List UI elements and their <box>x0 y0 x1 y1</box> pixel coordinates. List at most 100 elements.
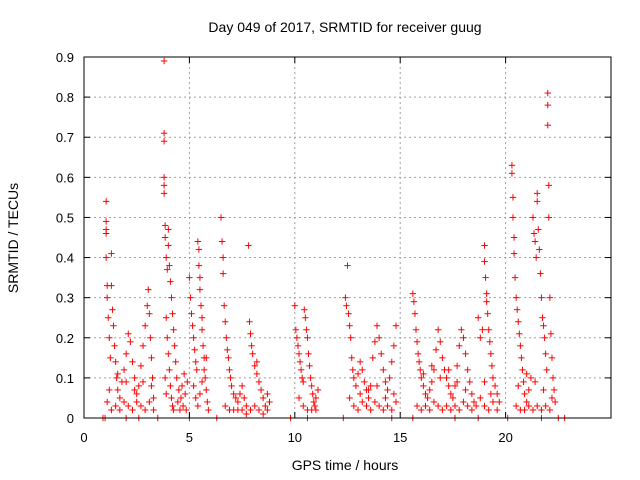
data-point <box>550 386 558 394</box>
data-point <box>194 402 202 410</box>
data-point <box>187 294 194 301</box>
data-point <box>112 358 119 366</box>
data-point <box>535 226 542 233</box>
y-tick-label: 0.4 <box>56 251 74 266</box>
data-point <box>548 394 556 402</box>
data-point <box>531 238 539 245</box>
data-point <box>544 101 551 109</box>
data-point <box>538 294 545 301</box>
data-point <box>225 354 232 362</box>
data-point <box>169 402 176 410</box>
data-point <box>488 362 496 370</box>
data-point <box>456 406 463 414</box>
axis-ticks: 0 0.1 0.2 0.3 0.4 0.5 0.6 0.7 0.8 0.9 0 5 10 15 20 <box>56 50 611 445</box>
data-point <box>160 182 168 189</box>
data-point <box>420 382 427 390</box>
data-point <box>409 290 417 297</box>
data-point <box>521 390 528 398</box>
data-point <box>264 406 271 414</box>
data-point <box>466 378 473 386</box>
data-point <box>382 394 389 402</box>
data-point <box>468 390 476 398</box>
data-point <box>166 366 173 374</box>
data-point <box>415 358 423 366</box>
data-point <box>378 350 385 358</box>
data-point <box>352 382 360 390</box>
data-point <box>149 374 156 382</box>
data-point <box>197 302 205 309</box>
data-point <box>167 278 174 285</box>
data-point <box>163 254 170 261</box>
data-point <box>243 410 250 418</box>
data-point <box>139 378 147 386</box>
data-point <box>449 394 457 402</box>
data-point <box>177 394 185 402</box>
data-point <box>102 198 110 205</box>
data-point <box>198 314 206 321</box>
data-point <box>342 294 349 301</box>
data-point <box>164 334 171 341</box>
data-point <box>190 382 197 390</box>
data-point <box>413 402 421 410</box>
x-axis-label: GPS time / hours <box>292 457 399 473</box>
data-point <box>523 370 530 378</box>
data-point <box>309 390 316 398</box>
data-point <box>437 374 444 382</box>
data-point <box>251 402 258 410</box>
data-point <box>241 394 248 402</box>
data-point <box>512 294 520 301</box>
data-point <box>375 334 383 341</box>
y-tick-label: 0.1 <box>56 371 74 386</box>
data-point <box>422 402 429 410</box>
data-point <box>520 378 527 386</box>
data-point <box>296 358 304 366</box>
data-point <box>512 402 520 410</box>
grid <box>84 57 611 418</box>
data-point <box>430 366 438 374</box>
data-point <box>453 362 461 370</box>
data-point <box>347 334 354 341</box>
data-point <box>521 406 528 414</box>
data-point <box>384 402 391 410</box>
data-point <box>443 374 450 382</box>
data-point <box>350 402 358 410</box>
data-point <box>489 374 497 382</box>
data-point <box>439 406 446 414</box>
data-point <box>230 390 237 398</box>
data-point <box>170 326 177 333</box>
data-point <box>485 326 492 333</box>
data-point <box>243 402 250 410</box>
data-point <box>224 346 231 354</box>
data-point <box>460 334 467 341</box>
data-point <box>390 390 398 398</box>
data-point <box>196 274 204 281</box>
data-point <box>236 390 244 398</box>
data-point <box>169 310 176 317</box>
data-point <box>189 322 196 329</box>
data-point <box>380 406 387 414</box>
data-point <box>344 262 351 269</box>
data-point <box>135 382 143 390</box>
data-point <box>537 270 544 277</box>
data-point <box>186 274 193 281</box>
data-point <box>129 358 136 366</box>
data-point <box>165 242 172 249</box>
data-point <box>222 402 229 410</box>
data-point <box>203 354 210 362</box>
data-point <box>150 394 157 402</box>
data-point <box>161 234 169 241</box>
data-point <box>114 386 121 394</box>
data-point <box>232 394 239 402</box>
data-point <box>434 326 442 333</box>
data-point <box>470 398 478 406</box>
data-point <box>247 406 254 414</box>
data-point <box>542 402 549 410</box>
data-point <box>445 382 452 390</box>
x-tick-label: 5 <box>186 430 193 445</box>
data-point <box>388 358 395 366</box>
data-point <box>426 386 433 394</box>
data-point <box>148 354 155 362</box>
data-point <box>188 310 195 317</box>
data-point <box>179 402 187 410</box>
data-point <box>460 398 467 406</box>
